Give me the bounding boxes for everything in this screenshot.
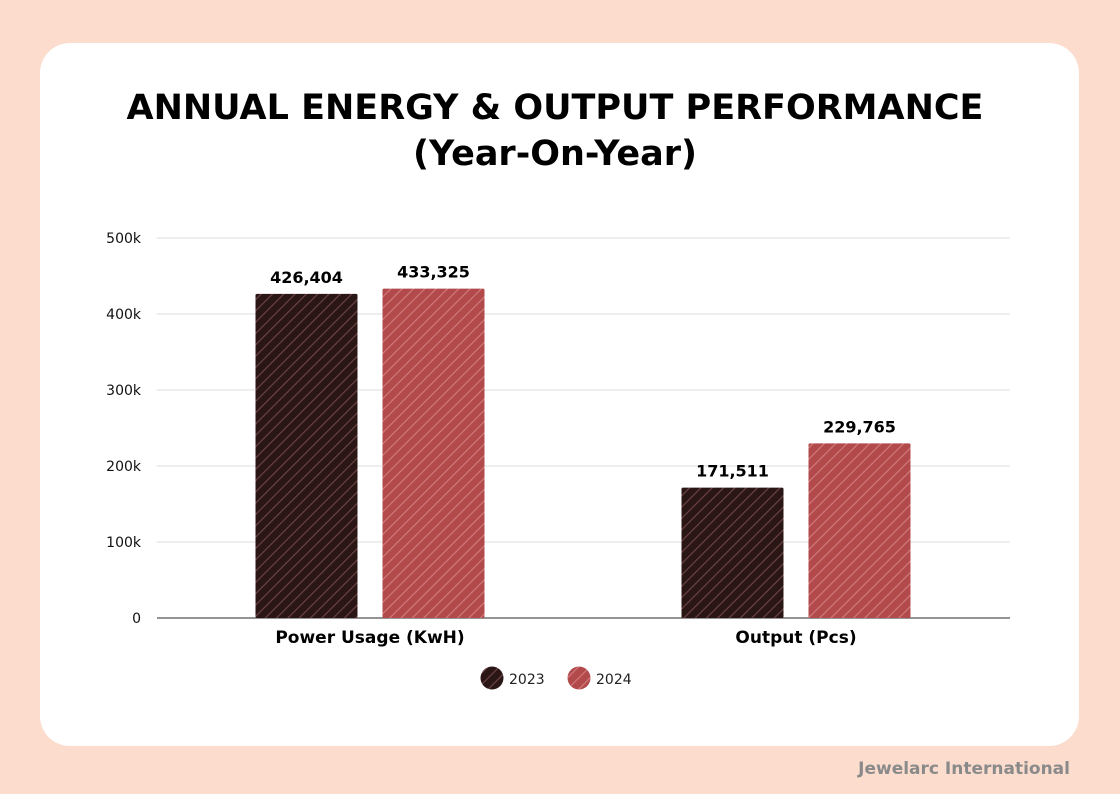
data-labels: 426,404 433,325 171,511 229,765: [270, 263, 896, 481]
chart-title: ANNUAL ENERGY & OUTPUT PERFORMANCE (Year…: [0, 85, 1110, 177]
legend-swatch-2024: [567, 666, 591, 690]
data-label: 229,765: [823, 417, 896, 436]
data-label: 426,404: [270, 268, 343, 287]
bar-2024-1: [808, 443, 911, 618]
x-axis-categories: Power Usage (KwH) Output (Pcs): [275, 628, 856, 648]
y-axis-ticks: 0 100k 200k 300k 400k 500k: [106, 231, 142, 627]
brand-watermark: Jewelarc International: [858, 759, 1070, 779]
y-tick-label: 500k: [106, 231, 142, 247]
x-category-label: Power Usage (KwH): [275, 628, 464, 648]
y-tick-label: 300k: [106, 383, 142, 399]
y-tick-label: 200k: [106, 459, 142, 475]
legend: 2023 2024: [480, 666, 632, 690]
legend-label: 2023: [509, 672, 545, 688]
bar-2023-1: [681, 487, 784, 618]
y-tick-label: 400k: [106, 307, 142, 323]
legend-label: 2024: [596, 672, 632, 688]
chart-title-line2: (Year-On-Year): [412, 134, 698, 174]
chart-title-line1: ANNUAL ENERGY & OUTPUT PERFORMANCE: [126, 88, 984, 128]
bars: [255, 288, 911, 618]
y-tick-label: 0: [132, 611, 141, 627]
bar-2023-0: [255, 293, 358, 618]
chart-card: [40, 43, 1079, 746]
legend-swatch-2023: [480, 666, 504, 690]
x-category-label: Output (Pcs): [735, 628, 856, 648]
data-label: 171,511: [696, 462, 769, 481]
bar-2024-0: [382, 288, 485, 618]
data-label: 433,325: [397, 263, 470, 282]
y-tick-label: 100k: [106, 535, 142, 551]
